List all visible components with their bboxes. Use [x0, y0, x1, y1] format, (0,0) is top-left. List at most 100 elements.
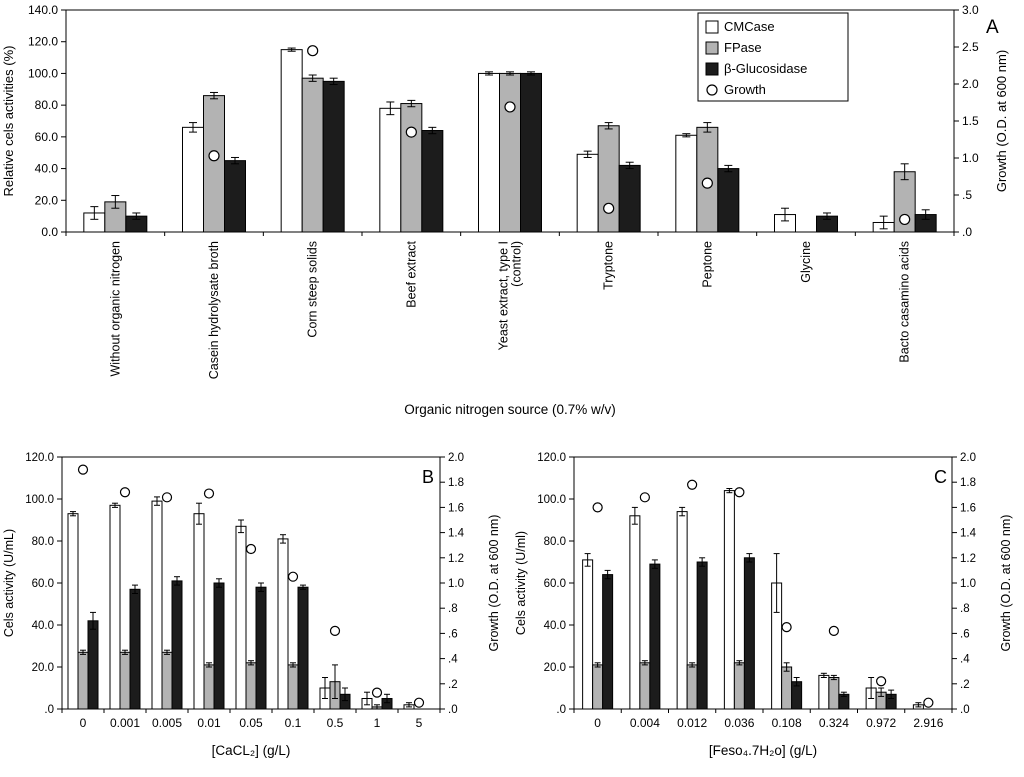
right-tick-label: 1.0	[960, 578, 976, 590]
growth-marker	[208, 150, 220, 162]
category-label: Casein hydrolysate broth	[207, 241, 221, 379]
bar-β-Glucosidase	[602, 574, 614, 710]
growth-marker	[701, 177, 713, 189]
bar-CMCase	[193, 513, 205, 710]
growth-marker	[203, 488, 215, 499]
left-tick-label: 100.0	[537, 494, 566, 506]
left-tick-label: 60.0	[35, 130, 59, 144]
right-tick-label: 1.6	[448, 502, 464, 514]
right-tick-label: 1.0	[962, 151, 979, 165]
category-label: 1	[374, 716, 381, 730]
bar-β-Glucosidase	[618, 164, 641, 233]
x-axis-title: [CaCL₂] (g/L)	[212, 743, 291, 758]
left-tick-label: 60.0	[32, 578, 54, 590]
bar-β-Glucosidase	[87, 620, 99, 710]
bar-β-Glucosidase	[649, 563, 661, 710]
category-label: 0.324	[819, 716, 849, 730]
bar-FPase	[119, 651, 131, 710]
bar-CMCase	[109, 504, 121, 710]
bar-CMCase	[379, 107, 402, 233]
category-label: 5	[416, 716, 423, 730]
bottom-panels-row: 120.0 100.0 80.0 60.0 40.0 20.0.0 2.0 1.8 1.6 1.4…	[0, 443, 1024, 777]
growth-marker	[687, 479, 698, 490]
growth-marker	[876, 676, 887, 687]
bar-β-Glucosidase	[717, 168, 740, 233]
bar-FPase	[733, 662, 745, 710]
panel-b-chart: 120.0100.080.060.040.020.0.02.01.81.61.4…	[2, 452, 501, 758]
right-tick-label: 3.0	[962, 3, 979, 17]
legend-label: FPase	[724, 40, 762, 55]
bar-CMCase	[235, 525, 247, 710]
right-tick-label: .5	[962, 188, 972, 202]
bar-CMCase	[723, 490, 735, 710]
right-tick-label: .4	[448, 654, 458, 666]
right-tick-label: 2.0	[448, 452, 464, 464]
bar-β-Glucosidase	[129, 588, 141, 710]
growth-marker	[639, 492, 650, 503]
category-label: Peptone	[700, 241, 714, 288]
left-axis-title: Cels activity (U/mL)	[2, 529, 16, 637]
bar-CMCase	[67, 513, 79, 710]
right-tick-label: 1.4	[448, 528, 465, 540]
legend-label: Growth	[724, 82, 766, 97]
right-tick-label: 2.0	[960, 452, 976, 464]
category-label: 0.5	[327, 716, 344, 730]
left-tick-label: 40.0	[32, 620, 54, 632]
right-tick-label: 2.5	[962, 40, 979, 54]
right-tick-label: .8	[448, 603, 458, 615]
bar-FPase	[203, 664, 215, 710]
bar-β-Glucosidase	[520, 72, 542, 233]
bar-FPase	[686, 664, 698, 710]
category-label: Bacto casamino acids	[898, 241, 912, 363]
right-tick-label: 1.4	[960, 528, 977, 540]
bar-FPase	[499, 72, 521, 233]
bar-FPase	[161, 651, 173, 710]
category-label: 0.001	[110, 716, 140, 730]
left-tick-label: 100.0	[25, 494, 54, 506]
right-tick-label: .4	[960, 654, 970, 666]
bar-β-Glucosidase	[255, 586, 267, 710]
growth-marker	[592, 502, 603, 513]
x-axis-title: Organic nitrogen source (0.7% w/v)	[404, 402, 616, 417]
legend-swatch	[705, 62, 719, 76]
bar-β-Glucosidase	[322, 80, 345, 233]
growth-marker	[923, 697, 934, 708]
category-label: Tryptone	[602, 241, 616, 290]
right-tick-label: 1.2	[448, 553, 464, 565]
bar-FPase	[203, 95, 225, 233]
legend-growth-marker	[706, 84, 718, 96]
left-tick-label: 80.0	[544, 536, 566, 548]
bar-β-Glucosidase	[171, 580, 183, 710]
legend-swatch	[705, 20, 719, 34]
growth-marker	[899, 213, 911, 226]
right-axis-title: Growth (O.D. at 600 nm)	[487, 515, 501, 652]
right-tick-label: 2.0	[962, 77, 979, 91]
bar-FPase	[597, 125, 620, 233]
bar-FPase	[828, 677, 840, 710]
bar-β-Glucosidase	[224, 160, 246, 233]
left-tick-label: 100.0	[28, 66, 58, 80]
growth-marker	[413, 697, 425, 708]
growth-marker	[287, 571, 299, 582]
left-axis-title: Relative cels activities (%)	[1, 46, 16, 197]
left-tick-label: 20.0	[544, 662, 566, 674]
bar-FPase	[400, 103, 423, 233]
bar-CMCase	[151, 500, 163, 710]
category-label: Corn steep solids	[306, 241, 320, 338]
right-tick-label: .0	[960, 704, 970, 716]
legend-box	[697, 12, 849, 102]
left-tick-label: 80.0	[35, 98, 59, 112]
panel-c-chart: 120.0 100.0 80.0 60.0 40.0 20.0 .0 2.0 1.8 1.6 1.4…	[514, 452, 1013, 758]
growth-marker	[329, 625, 341, 636]
right-tick-label: 1.6	[960, 502, 976, 514]
legend-label: CMCase	[724, 19, 775, 34]
bar-β-Glucosidase	[696, 561, 708, 710]
right-tick-label: 1.8	[448, 477, 464, 489]
bar-FPase	[639, 662, 651, 710]
right-tick-label: .2	[448, 679, 458, 691]
growth-marker	[734, 487, 745, 498]
right-tick-label: .0	[448, 704, 458, 716]
bar-β-Glucosidase	[743, 557, 755, 710]
growth-marker	[119, 487, 131, 498]
bar-FPase	[781, 666, 793, 710]
